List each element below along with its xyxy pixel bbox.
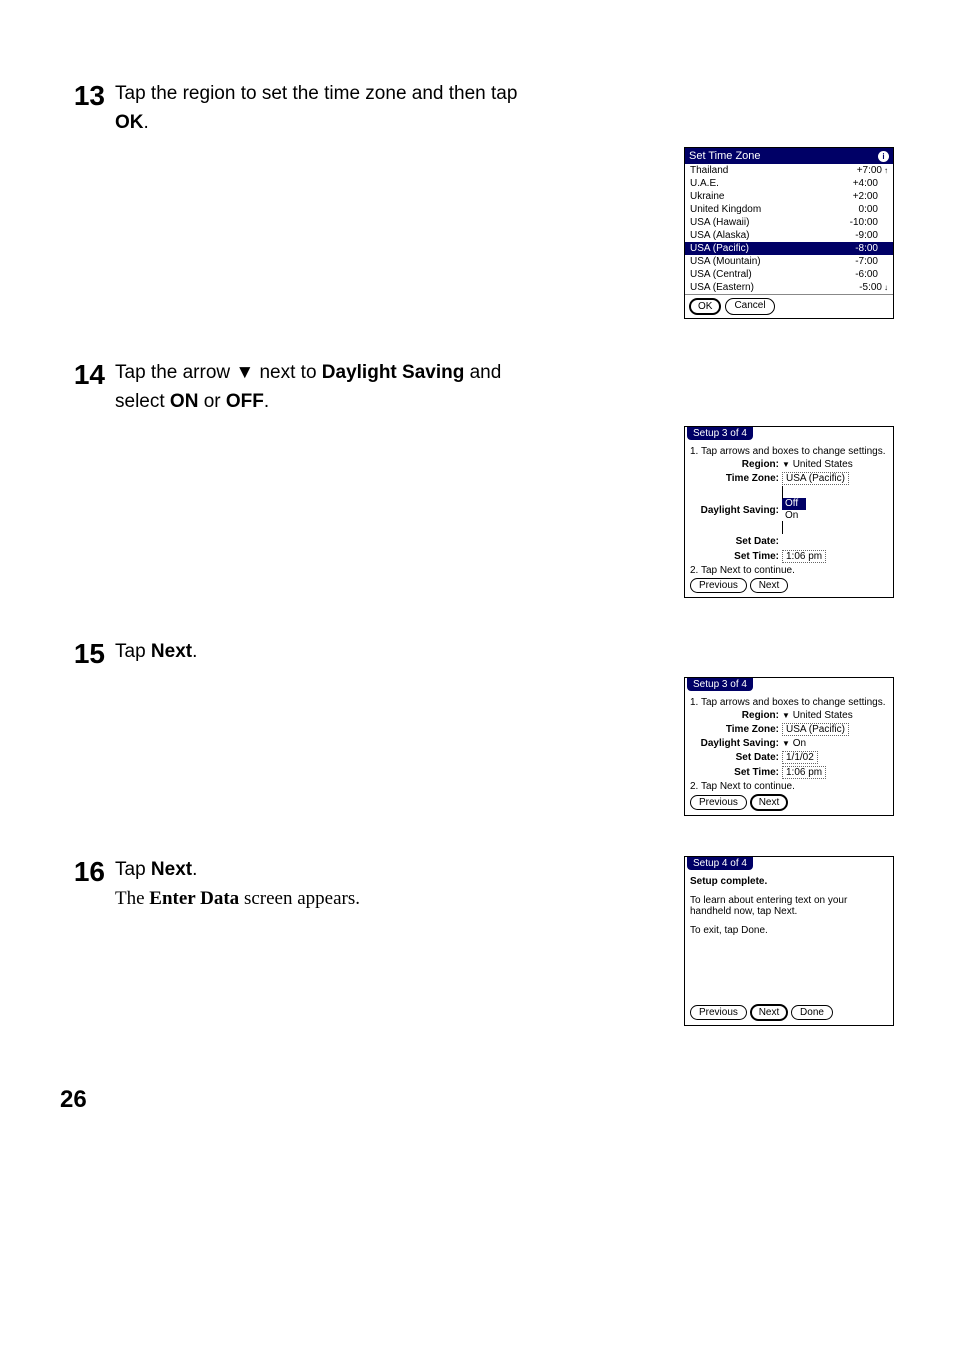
region-dropdown[interactable]: ▼ United States [782, 459, 853, 470]
setup-tab: Setup 3 of 4 [687, 427, 753, 440]
previous-button[interactable]: Previous [690, 578, 747, 593]
next-button[interactable]: Next [750, 578, 789, 593]
timezone-offset: -6:00 [855, 268, 888, 281]
timezone-box[interactable]: USA (Pacific) [782, 472, 849, 485]
daylight-saving-label: Daylight Saving: [690, 738, 782, 749]
chevron-down-icon: ▼ [782, 460, 790, 469]
chevron-down-icon: ▼ [782, 739, 790, 748]
set-date-label: Set Date: [690, 536, 782, 547]
set-time-label: Set Time: [690, 767, 782, 778]
set-date-box[interactable]: 1/1/02 [782, 751, 818, 764]
timezone-name: USA (Mountain) [690, 255, 761, 268]
timezone-offset: -7:00 [855, 255, 888, 268]
timezone-offset: -9:00 [855, 229, 888, 242]
step-text: Tap Next. [115, 856, 545, 885]
timezone-label: Time Zone: [690, 473, 782, 484]
timezone-box[interactable]: USA (Pacific) [782, 723, 849, 736]
region-dropdown[interactable]: ▼ United States [782, 710, 853, 721]
dialog-title: Set Time Zone [689, 150, 761, 162]
timezone-offset: +7:00↑ [857, 164, 888, 177]
daylight-saving-label: Daylight Saving: [690, 505, 782, 516]
step-number: 14 [60, 359, 105, 389]
scroll-up-icon[interactable]: ↑ [884, 164, 888, 177]
next-button[interactable]: Next [750, 794, 789, 811]
step-15: 15 Tap Next. Setup 3 of 4 1. Tap arrows … [60, 638, 894, 816]
timezone-label: Time Zone: [690, 724, 782, 735]
timezone-offset: +2:00 [853, 190, 888, 203]
step-subtext: The Enter Data screen appears. [115, 888, 654, 910]
timezone-row[interactable]: USA (Eastern) -5:00↓ [685, 281, 893, 294]
setup-3of4: Setup 3 of 4 1. Tap arrows and boxes to … [684, 677, 894, 816]
setup-4of4: Setup 4 of 4 Setup complete. To learn ab… [684, 856, 894, 1026]
timezone-row[interactable]: Ukraine +2:00 [685, 190, 893, 203]
next-button[interactable]: Next [750, 1004, 789, 1021]
step-number: 15 [60, 638, 105, 668]
timezone-offset: +4:00 [853, 177, 888, 190]
timezone-offset: -8:00 [855, 242, 888, 255]
instruction-1: 1. Tap arrows and boxes to change settin… [690, 446, 888, 457]
info-icon[interactable]: i [878, 151, 889, 162]
dropdown-option-off[interactable]: Off [782, 498, 806, 510]
cancel-button[interactable]: Cancel [725, 298, 774, 315]
setup-tab: Setup 3 of 4 [687, 678, 753, 691]
timezone-offset: -5:00↓ [859, 281, 888, 294]
set-time-box[interactable]: 1:06 pm [782, 766, 826, 779]
timezone-name: Ukraine [690, 190, 724, 203]
set-time-label: Set Time: [690, 551, 782, 562]
timezone-name: USA (Eastern) [690, 281, 754, 294]
set-time-box[interactable]: 1:06 pm [782, 550, 826, 563]
timezone-row[interactable]: USA (Hawaii) -10:00 [685, 216, 893, 229]
timezone-dialog: Set Time Zone i Thailand +7:00↑ U.A.E. +4:0… [684, 147, 894, 319]
step-number: 13 [60, 80, 105, 110]
setup-info-text: To learn about entering text on your han… [690, 895, 888, 917]
setup-3of4-dropdown: Setup 3 of 4 1. Tap arrows and boxes to … [684, 426, 894, 598]
dropdown-option-on[interactable]: On [782, 510, 806, 522]
daylight-saving-dropdown[interactable]: ▼ On [782, 738, 806, 749]
region-label: Region: [690, 459, 782, 470]
set-date-label: Set Date: [690, 752, 782, 763]
timezone-name: USA (Pacific) [690, 242, 749, 255]
timezone-row[interactable]: USA (Alaska) -9:00 [685, 229, 893, 242]
step-number: 16 [60, 856, 105, 886]
daylight-saving-dropdown[interactable]: Off On [782, 487, 806, 533]
timezone-name: U.A.E. [690, 177, 719, 190]
timezone-row[interactable]: United Kingdom 0:00 [685, 203, 893, 216]
page-number: 26 [60, 1086, 894, 1114]
chevron-down-icon: ▼ [782, 711, 790, 720]
step-13: 13 Tap the region to set the time zone a… [60, 80, 894, 319]
timezone-offset: 0:00 [859, 203, 888, 216]
timezone-row[interactable]: Thailand +7:00↑ [685, 164, 893, 177]
step-text: Tap Next. [115, 638, 545, 667]
previous-button[interactable]: Previous [690, 795, 747, 810]
step-14: 14 Tap the arrow ▼ next to Daylight Savi… [60, 359, 894, 598]
instruction-2: 2. Tap Next to continue. [690, 781, 888, 792]
timezone-row[interactable]: USA (Pacific) -8:00 [685, 242, 893, 255]
titlebar: Set Time Zone i [685, 148, 893, 164]
timezone-name: USA (Alaska) [690, 229, 749, 242]
timezone-name: United Kingdom [690, 203, 761, 216]
step-16: 16 Tap Next. The Enter Data screen appea… [60, 856, 894, 1026]
step-text: Tap the region to set the time zone and … [115, 80, 545, 137]
timezone-list[interactable]: Thailand+7:00↑U.A.E.+4:00Ukraine+2:00Uni… [685, 164, 893, 294]
instruction-2: 2. Tap Next to continue. [690, 565, 888, 576]
timezone-row[interactable]: USA (Mountain) -7:00 [685, 255, 893, 268]
timezone-row[interactable]: USA (Central) -6:00 [685, 268, 893, 281]
previous-button[interactable]: Previous [690, 1005, 747, 1020]
timezone-row[interactable]: U.A.E. +4:00 [685, 177, 893, 190]
timezone-name: USA (Hawaii) [690, 216, 749, 229]
scroll-down-icon[interactable]: ↓ [884, 281, 888, 294]
instruction-1: 1. Tap arrows and boxes to change settin… [690, 697, 888, 708]
setup-complete-text: Setup complete. [690, 876, 888, 887]
region-label: Region: [690, 710, 782, 721]
setup-tab: Setup 4 of 4 [687, 857, 753, 870]
done-button[interactable]: Done [791, 1005, 833, 1020]
ok-button[interactable]: OK [689, 298, 721, 315]
timezone-name: Thailand [690, 164, 728, 177]
setup-exit-text: To exit, tap Done. [690, 925, 888, 936]
timezone-offset: -10:00 [850, 216, 888, 229]
step-text: Tap the arrow ▼ next to Daylight Saving … [115, 359, 545, 416]
timezone-name: USA (Central) [690, 268, 752, 281]
